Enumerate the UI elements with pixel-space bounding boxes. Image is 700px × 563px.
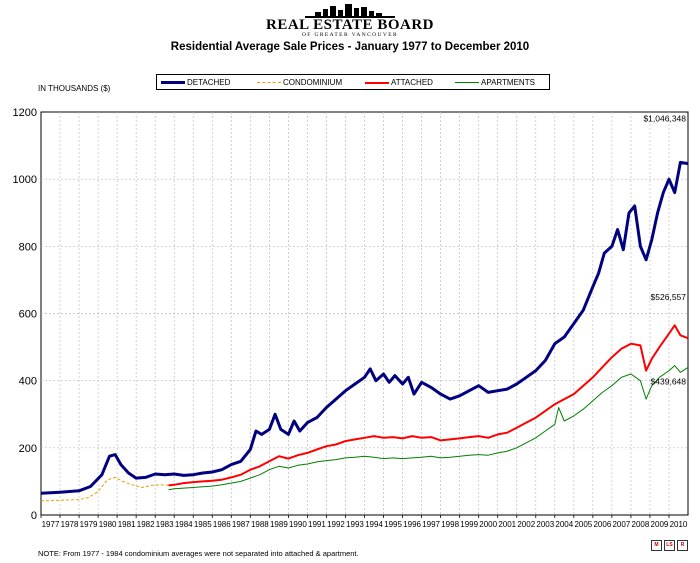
y-tick-label: 800: [19, 241, 37, 253]
x-tick-label: 1983: [156, 520, 174, 529]
logo-name: REAL ESTATE BOARD: [266, 17, 434, 33]
x-tick-label: 1988: [251, 520, 269, 529]
x-tick-label: 1981: [118, 520, 136, 529]
y-tick-label: 1200: [13, 107, 37, 119]
x-tick-label: 1979: [80, 520, 98, 529]
x-tick-label: 1987: [232, 520, 250, 529]
x-tick-label: 2004: [555, 520, 573, 529]
badge-realtor-icon: LS: [664, 540, 675, 551]
x-tick-label: 2003: [536, 520, 554, 529]
legend-swatch-attached: [365, 81, 389, 84]
legend-item-detached: DETACHED: [161, 78, 230, 87]
legend-label-apartments: APARTMENTS: [481, 78, 535, 87]
x-tick-label: 1998: [441, 520, 459, 529]
x-tick-label: 2002: [517, 520, 535, 529]
board-logo: REAL ESTATE BOARD OF GREATER VANCOUVER: [0, 4, 700, 39]
x-tick-label: 1996: [403, 520, 421, 529]
x-tick-label: 1993: [346, 520, 364, 529]
y-tick-label: 400: [19, 376, 37, 388]
legend-item-attached: ATTACHED: [365, 78, 433, 87]
x-tick-label: 2010: [670, 520, 688, 529]
series-line-apartments: [168, 365, 689, 491]
x-tick-label: 2009: [651, 520, 669, 529]
x-tick-label: 1978: [61, 520, 79, 529]
x-tick-label: 1984: [175, 520, 193, 529]
legend-label-attached: ATTACHED: [391, 78, 433, 87]
x-tick-label: 1995: [384, 520, 402, 529]
x-tick-label: 1991: [308, 520, 326, 529]
series-line-detached: [40, 160, 689, 495]
chart-title: Residential Average Sale Prices - Januar…: [170, 41, 530, 53]
legend-label-condominium: CONDOMINIUM: [283, 78, 343, 87]
x-tick-label: 1997: [422, 520, 440, 529]
data-label-attached: $526,557: [651, 292, 687, 302]
x-tick-label: 2007: [612, 520, 630, 529]
data-label-apartments: $439,648: [651, 376, 687, 386]
legend-swatch-condominium: [257, 82, 281, 83]
y-axis-label: IN THOUSANDS ($): [38, 84, 111, 93]
badge-association-icon: R: [677, 540, 688, 551]
y-tick-label: 200: [19, 443, 37, 455]
logo-subtitle: OF GREATER VANCOUVER: [301, 32, 399, 38]
legend-swatch-apartments: [455, 82, 479, 83]
x-tick-label: 1989: [270, 520, 288, 529]
x-tick-label: 1986: [213, 520, 231, 529]
y-tick-label: 1000: [13, 174, 37, 186]
chart-legend: DETACHED CONDOMINIUM ATTACHED APARTMENTS: [156, 74, 550, 90]
series-line-attached: [168, 324, 689, 487]
legend-swatch-detached: [161, 81, 185, 84]
x-tick-label: 1990: [289, 520, 307, 529]
legend-label-detached: DETACHED: [187, 78, 231, 87]
x-tick-label: 2005: [574, 520, 592, 529]
legend-item-apartments: APARTMENTS: [455, 78, 535, 87]
badge-mls-icon: M: [651, 540, 662, 551]
x-tick-label: 1985: [194, 520, 212, 529]
series-line-condominium: [40, 476, 169, 502]
x-tick-label: 2008: [632, 520, 650, 529]
x-tick-label: 1980: [99, 520, 117, 529]
x-tick-label: 1999: [460, 520, 478, 529]
data-label-detached: $1,046,348: [643, 114, 686, 124]
x-tick-label: 2001: [498, 520, 516, 529]
x-tick-label: 1994: [365, 520, 383, 529]
skyline-logo-icon: [305, 4, 395, 18]
x-tick-label: 2000: [479, 520, 497, 529]
legend-item-condominium: CONDOMINIUM: [257, 78, 342, 87]
x-tick-label: 1977: [42, 520, 60, 529]
x-tick-label: 2006: [593, 520, 611, 529]
y-tick-label: 0: [31, 510, 37, 522]
footnote: NOTE: From 1977 - 1984 condominium avera…: [38, 549, 359, 558]
x-tick-label: 1992: [327, 520, 345, 529]
x-tick-label: 1982: [137, 520, 155, 529]
association-badges: M LS R: [651, 540, 688, 551]
y-tick-label: 600: [19, 309, 37, 321]
